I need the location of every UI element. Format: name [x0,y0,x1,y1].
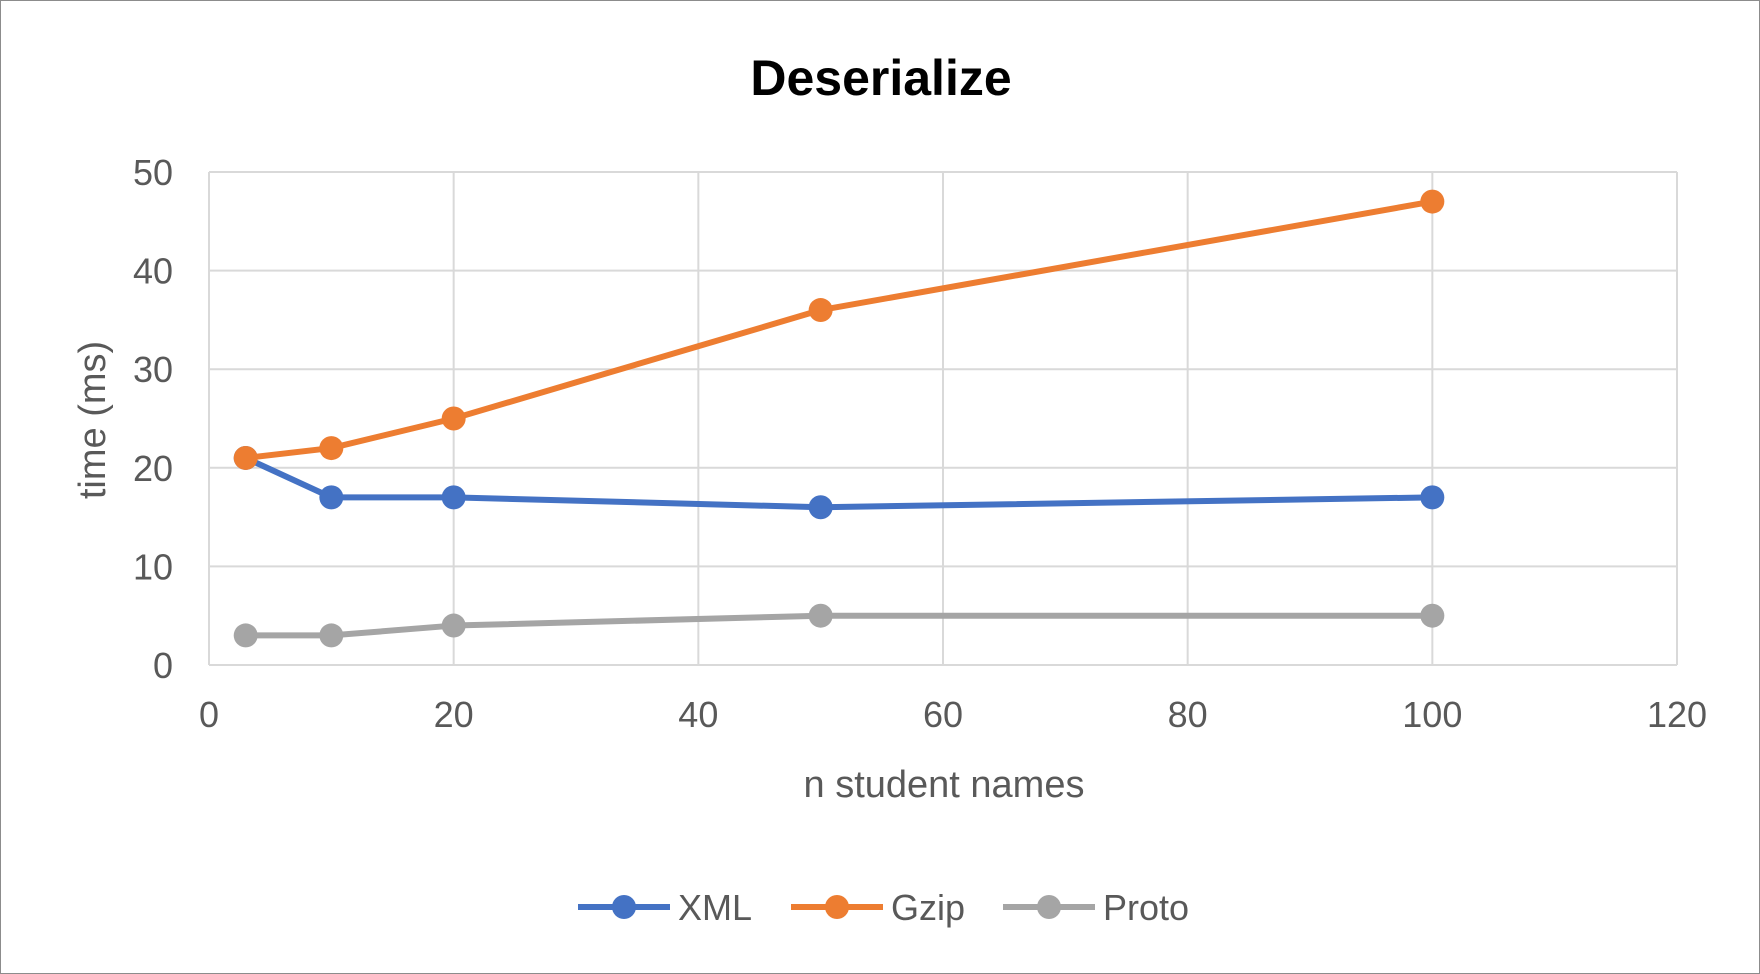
y-tick-label: 30 [133,349,173,390]
x-tick-label: 120 [1647,694,1707,735]
x-axis-ticks: 0 20 40 60 80 100 120 [199,694,1707,735]
data-point-gzip [808,298,833,323]
y-tick-label: 40 [133,251,173,292]
legend-marker-gzip [825,895,849,919]
data-point-proto [1420,603,1445,628]
x-axis-title: n student names [804,764,1085,806]
x-tick-label: 80 [1168,694,1208,735]
gridlines [208,171,1678,666]
y-tick-label: 10 [133,546,173,587]
series-group [233,189,1445,648]
data-point-proto [808,603,833,628]
y-axis-ticks: 0 10 20 30 40 50 [133,152,173,686]
data-point-proto [441,613,466,638]
legend-item-proto: Proto [1003,887,1189,928]
y-tick-label: 20 [133,448,173,489]
data-point-xml [1420,485,1445,510]
series-xml [233,445,1445,520]
series-line-gzip [245,198,1433,461]
data-point-xml [808,495,833,520]
legend: XML Gzip Proto [578,887,1189,928]
data-point-gzip [1420,189,1445,214]
legend-label-xml: XML [678,887,752,928]
y-axis-title: time (ms) [72,341,114,499]
x-tick-label: 60 [923,694,963,735]
chart-title: Deserialize [750,50,1011,106]
data-point-xml [319,485,344,510]
legend-item-xml: XML [578,887,752,928]
data-point-gzip [441,406,466,431]
series-gzip [233,189,1445,470]
data-point-gzip [233,445,258,470]
series-line-proto [245,612,1433,639]
series-line-xml [244,455,1433,511]
y-tick-label: 50 [133,152,173,193]
data-point-proto [319,623,344,648]
legend-label-gzip: Gzip [891,887,965,928]
data-point-xml [441,485,466,510]
x-tick-label: 40 [678,694,718,735]
legend-label-proto: Proto [1103,887,1189,928]
x-tick-label: 0 [199,694,219,735]
data-point-gzip [319,436,344,461]
legend-marker-proto [1037,895,1061,919]
legend-marker-xml [612,895,636,919]
legend-item-gzip: Gzip [791,887,965,928]
data-point-proto [233,623,258,648]
y-tick-label: 0 [153,645,173,686]
x-tick-label: 20 [434,694,474,735]
series-proto [233,603,1445,648]
x-tick-label: 100 [1402,694,1462,735]
